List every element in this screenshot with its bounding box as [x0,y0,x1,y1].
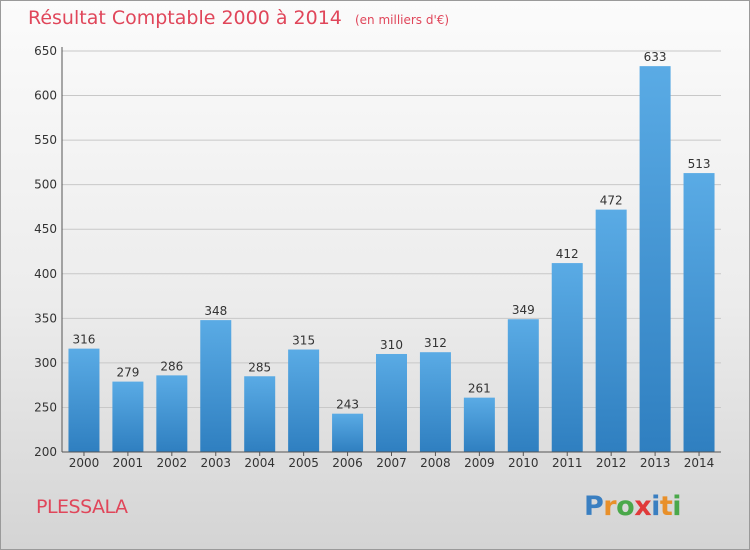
bar [332,413,364,452]
chart-title-block: Résultat Comptable 2000 à 2014 (en milli… [28,7,449,29]
bar [551,263,583,452]
chart-title: Résultat Comptable 2000 à 2014 [28,7,342,29]
logo-letter: i [651,491,660,522]
bar [463,397,495,452]
data-label: 312 [424,336,447,350]
x-tick-label: 2012 [596,456,627,470]
data-label: 286 [160,359,183,373]
data-label: 310 [380,338,403,352]
bar [595,209,627,452]
x-tick-label: 2003 [200,456,231,470]
logo-letter: P [584,491,604,522]
data-label: 348 [204,304,227,318]
data-label: 472 [600,194,623,208]
y-tick-label: 350 [34,311,57,325]
data-label: 285 [248,360,271,374]
y-tick-label: 650 [34,44,57,58]
data-label: 315 [292,334,315,348]
logo-letter: o [616,491,635,522]
bar [68,348,100,452]
x-tick-label: 2007 [376,456,407,470]
bar [200,320,232,452]
x-tick-labels: 2000 2001 2002 2003 2004 2005 2006 2007 2008 2009… [69,452,715,470]
y-tick-label: 550 [34,133,57,147]
y-tick-label: 500 [34,178,57,192]
bar [244,376,276,452]
logo-letter: i [672,491,682,522]
data-label: 513 [688,157,711,171]
x-tick-label: 2011 [552,456,583,470]
x-tick-label: 2006 [332,456,363,470]
x-tick-label: 2009 [464,456,495,470]
bar [112,381,144,452]
x-tick-label: 2013 [640,456,671,470]
y-tick-label: 400 [34,267,57,281]
data-label: 279 [116,366,139,380]
data-label: 261 [468,382,491,396]
logo-letter: t [659,491,673,522]
data-label: 633 [644,50,667,64]
proxiti-logo: Proxiti [584,491,682,522]
data-labels: 316 279 286 348 285 315 243 310 312 261 349 412 472 6… [73,50,711,412]
bar [507,319,539,452]
bar [419,352,451,452]
chart-subtitle: (en milliers d'€) [354,13,450,27]
y-tick-label: 300 [34,356,57,370]
x-tick-label: 2014 [684,456,715,470]
bars [68,66,715,453]
commune-name: PLESSALA [36,496,128,518]
x-tick-label: 2001 [113,456,144,470]
y-tick-label: 250 [34,400,57,414]
bar [288,349,320,452]
bar [639,66,671,452]
y-tick-label: 200 [34,445,57,459]
logo-letter: r [603,491,617,522]
data-label: 349 [512,303,535,317]
bar [156,375,188,452]
x-tick-label: 2004 [244,456,275,470]
data-label: 243 [336,398,359,412]
y-tick-label: 600 [34,89,57,103]
x-tick-label: 2000 [69,456,100,470]
x-tick-label: 2010 [508,456,539,470]
bar [376,353,407,452]
y-tick-label: 450 [34,222,57,236]
x-tick-label: 2002 [157,456,188,470]
y-tick-labels: 200 250 300 350 400 450 500 550 600 650 [34,44,57,459]
data-label: 412 [556,247,579,261]
data-label: 316 [73,333,96,347]
x-tick-label: 2008 [420,456,451,470]
x-tick-label: 2005 [288,456,319,470]
bar [683,173,715,453]
logo-letter: x [634,491,652,522]
